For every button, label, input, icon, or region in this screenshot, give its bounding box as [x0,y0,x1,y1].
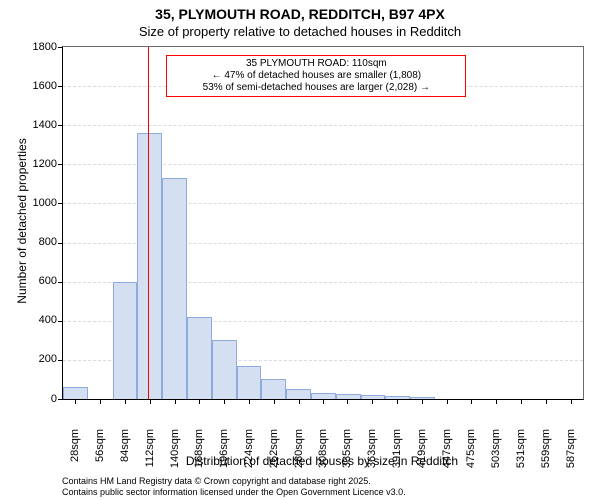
annotation-line: 35 PLYMOUTH ROAD: 110sqm [171,58,461,70]
ytick-mark [58,47,63,48]
xtick-mark [100,399,101,404]
ytick-label: 800 [23,236,57,248]
xtick-mark [447,399,448,404]
gridline [63,125,583,126]
ytick-mark [58,399,63,400]
ytick-mark [58,86,63,87]
xtick-mark [125,399,126,404]
ytick-mark [58,125,63,126]
xtick-mark [249,399,250,404]
plot-area: 02004006008001000120014001600180028sqm56… [62,46,584,400]
ytick-label: 200 [23,353,57,365]
ytick-label: 1000 [23,197,57,209]
xtick-mark [372,399,373,404]
xtick-mark [323,399,324,404]
x-axis-label: Distribution of detached houses by size … [62,454,582,468]
ytick-label: 600 [23,275,57,287]
ytick-mark [58,243,63,244]
chart-subtitle: Size of property relative to detached ho… [0,24,600,39]
ytick-label: 1600 [23,80,57,92]
histogram-bar [286,389,311,399]
histogram-bar [63,387,88,399]
footer-line-2: Contains public sector information licen… [62,487,406,497]
histogram-bar [261,379,286,399]
marker-line [148,47,149,399]
y-axis-label: Number of detached properties [15,121,29,321]
xtick-mark [546,399,547,404]
xtick-mark [199,399,200,404]
ytick-mark [58,203,63,204]
xtick-mark [347,399,348,404]
annotation-line: ← 47% of detached houses are smaller (1,… [171,70,461,82]
xtick-mark [175,399,176,404]
chart-title: 35, PLYMOUTH ROAD, REDDITCH, B97 4PX [0,6,600,22]
ytick-label: 1400 [23,119,57,131]
chart-container: 35, PLYMOUTH ROAD, REDDITCH, B97 4PX Siz… [0,0,600,500]
ytick-label: 1200 [23,158,57,170]
ytick-label: 0 [23,393,57,405]
xtick-mark [496,399,497,404]
histogram-bar [187,317,212,399]
ytick-label: 400 [23,314,57,326]
xtick-mark [397,399,398,404]
ytick-mark [58,164,63,165]
xtick-mark [571,399,572,404]
xtick-mark [422,399,423,404]
footer-line-1: Contains HM Land Registry data © Crown c… [62,476,371,486]
xtick-mark [75,399,76,404]
histogram-bar [212,340,237,399]
xtick-mark [274,399,275,404]
xtick-mark [299,399,300,404]
ytick-mark [58,282,63,283]
xtick-mark [471,399,472,404]
xtick-mark [521,399,522,404]
xtick-mark [150,399,151,404]
annotation-box: 35 PLYMOUTH ROAD: 110sqm← 47% of detache… [166,55,466,97]
histogram-bar [162,178,187,399]
xtick-mark [224,399,225,404]
histogram-bar [237,366,262,399]
histogram-bar [137,133,162,399]
histogram-bar [113,282,138,399]
ytick-mark [58,321,63,322]
ytick-mark [58,360,63,361]
annotation-line: 53% of semi-detached houses are larger (… [171,82,461,94]
ytick-label: 1800 [23,41,57,53]
